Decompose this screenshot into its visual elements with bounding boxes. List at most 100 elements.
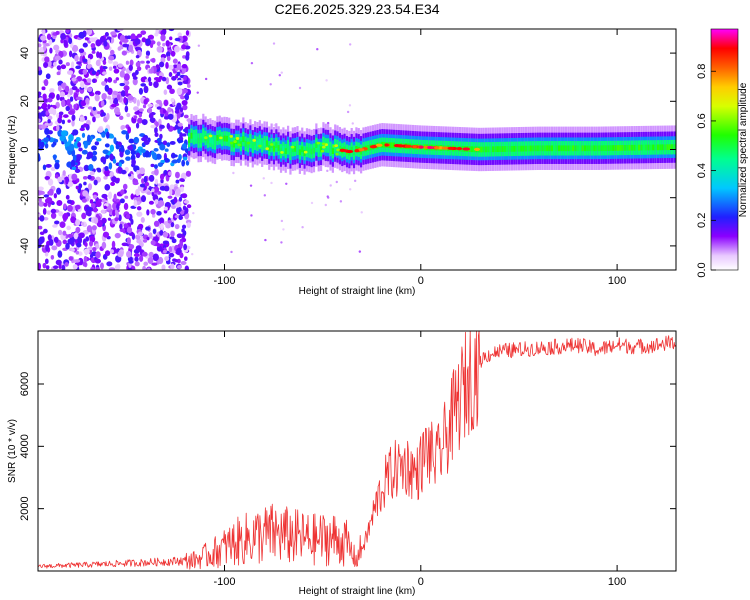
band-core-cell — [195, 133, 198, 140]
noise-speckle — [148, 251, 154, 258]
noise-speckle — [326, 169, 329, 173]
noise-speckle — [61, 99, 66, 108]
noise-speckle — [119, 70, 125, 78]
noise-speckle — [72, 129, 79, 136]
band-core-cell — [216, 135, 219, 141]
band-core-cell — [289, 150, 292, 156]
noise-speckle — [101, 209, 106, 214]
noise-speckle — [71, 74, 76, 78]
noise-speckle — [171, 238, 177, 244]
band-hotspot — [280, 150, 284, 154]
noise-speckle — [155, 29, 159, 34]
noise-speckle — [184, 93, 190, 101]
band-core-cell — [301, 146, 304, 153]
band-core-cell — [527, 145, 530, 152]
noise-speckle — [148, 200, 154, 205]
noise-speckle — [163, 206, 168, 211]
noise-speckle — [156, 210, 162, 216]
noise-speckle — [44, 251, 49, 257]
noise-speckle — [280, 219, 284, 223]
noise-speckle — [183, 75, 187, 81]
noise-speckle — [126, 35, 132, 40]
spectrogram-panel: -40 -20 0 20 40 -100 0 100 Height of straight … — [7, 28, 677, 297]
snr-y-ticks: 2000 4000 6000 — [19, 372, 676, 521]
noise-speckle — [351, 122, 354, 125]
noise-speckle — [121, 130, 128, 135]
noise-speckle — [112, 65, 117, 69]
noise-speckle — [66, 225, 71, 231]
noise-speckle — [123, 96, 127, 104]
band-core-cell — [637, 144, 641, 151]
noise-speckle — [80, 80, 85, 89]
noise-speckle — [136, 201, 141, 206]
noise-speckle — [163, 185, 170, 192]
noise-speckle — [108, 66, 113, 71]
noise-speckle — [133, 253, 140, 258]
band-hotspot — [474, 147, 481, 151]
noise-speckle — [131, 144, 137, 151]
colorbar-frame — [710, 28, 739, 271]
noise-speckle — [114, 264, 120, 270]
noise-speckle — [282, 228, 285, 231]
colorbar-tick-label: 0.6 — [696, 113, 708, 128]
noise-speckle — [83, 123, 88, 128]
band-core-cell — [576, 145, 579, 152]
noise-speckle — [159, 124, 165, 129]
noise-speckle — [120, 144, 125, 153]
noise-speckle — [109, 153, 114, 161]
noise-speckle — [120, 189, 125, 195]
noise-speckle — [102, 231, 110, 238]
band-core-cell — [642, 144, 645, 151]
noise-speckle — [204, 77, 208, 81]
noise-speckle — [38, 225, 43, 230]
noise-speckle — [154, 178, 159, 185]
noise-speckle — [181, 228, 185, 233]
x-tick-label: -100 — [213, 275, 235, 287]
noise-speckle — [113, 68, 120, 74]
noise-speckle — [85, 97, 90, 105]
band-core-cell — [350, 146, 353, 153]
band-core-cell — [312, 147, 316, 154]
noise-speckle — [88, 248, 93, 255]
noise-speckle — [123, 202, 129, 211]
noise-speckle — [167, 220, 172, 224]
spectrogram-x-label: Height of straight line (km) — [299, 286, 416, 297]
noise-speckle — [184, 265, 189, 270]
noise-speckle — [38, 140, 43, 148]
noise-speckle — [38, 189, 42, 196]
y-tick-label: 6000 — [19, 372, 31, 396]
band-hotspot — [462, 147, 471, 151]
noise-speckle — [94, 90, 101, 96]
band-core-cell — [480, 146, 483, 153]
noise-speckle — [117, 29, 124, 32]
noise-speckle — [167, 171, 172, 176]
noise-speckle — [71, 114, 76, 121]
band-core-cell — [659, 144, 662, 151]
noise-speckle — [114, 209, 119, 215]
noise-speckle — [130, 193, 135, 200]
band-core-cell — [649, 144, 652, 151]
band-core-cell — [199, 137, 203, 144]
band-core-cell — [232, 141, 236, 148]
noise-speckle — [89, 37, 96, 43]
band-hotspot — [375, 143, 383, 147]
noise-speckle — [151, 57, 156, 63]
noise-speckle — [176, 71, 181, 76]
noise-speckle — [147, 34, 155, 40]
noise-speckle — [47, 104, 51, 110]
colorbar-label: Normalized spectral amplitude — [738, 82, 749, 217]
band-core-cell — [331, 148, 334, 154]
noise-speckle — [40, 35, 47, 41]
band-hotspot — [404, 144, 412, 148]
y-tick-label: 40 — [19, 47, 31, 59]
noise-speckle — [124, 149, 131, 156]
noise-speckle — [136, 66, 142, 72]
noise-speckle — [54, 174, 59, 179]
noise-speckle — [155, 99, 162, 104]
noise-speckle — [169, 36, 173, 41]
noise-speckle — [63, 114, 69, 118]
band-core-cell — [242, 136, 245, 142]
noise-speckle — [175, 171, 180, 179]
noise-speckle — [162, 42, 166, 47]
noise-speckle — [112, 202, 117, 211]
